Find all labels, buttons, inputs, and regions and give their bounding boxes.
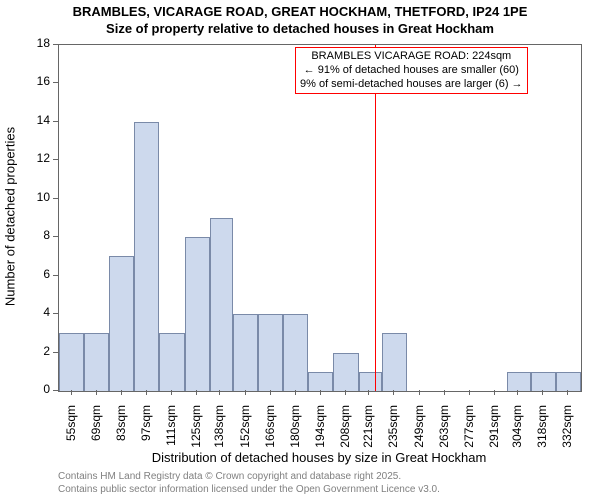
xtick-label: 152sqm [238,405,252,465]
xtick-label: 304sqm [510,405,524,465]
histogram-bar [258,314,283,391]
chart-container: BRAMBLES, VICARAGE ROAD, GREAT HOCKHAM, … [0,0,600,500]
ytick-label: 4 [20,305,50,319]
xtick-mark [196,390,197,395]
histogram-bar [333,353,358,391]
histogram-bar [308,372,333,391]
xtick-label: 111sqm [164,405,178,465]
xtick-label: 221sqm [361,405,375,465]
histogram-bar [59,333,84,391]
chart-footer: Contains HM Land Registry data © Crown c… [58,470,440,496]
xtick-label: 263sqm [437,405,451,465]
histogram-bar [382,333,407,391]
xtick-mark [320,390,321,395]
histogram-bar [507,372,530,391]
ytick-label: 12 [20,151,50,165]
xtick-mark [171,390,172,395]
ytick-mark [53,198,58,199]
xtick-label: 55sqm [64,405,78,465]
xtick-label: 83sqm [114,405,128,465]
xtick-label: 69sqm [89,405,103,465]
xtick-label: 235sqm [386,405,400,465]
histogram-bar [283,314,308,391]
annotation-box: BRAMBLES VICARAGE ROAD: 224sqm← 91% of d… [295,47,528,94]
xtick-label: 166sqm [263,405,277,465]
title-line2: Size of property relative to detached ho… [0,21,600,38]
xtick-label: 194sqm [313,405,327,465]
ytick-mark [53,313,58,314]
y-axis-label: Number of detached properties [3,127,18,307]
xtick-mark [345,390,346,395]
xtick-mark [295,390,296,395]
title-line1: BRAMBLES, VICARAGE ROAD, GREAT HOCKHAM, … [0,4,600,21]
histogram-bar [210,218,233,391]
xtick-mark [517,390,518,395]
annotation-line: BRAMBLES VICARAGE ROAD: 224sqm [300,50,523,64]
chart-title: BRAMBLES, VICARAGE ROAD, GREAT HOCKHAM, … [0,4,600,38]
ytick-mark [53,275,58,276]
ytick-mark [53,82,58,83]
histogram-bar [159,333,184,391]
histogram-bar [185,237,210,391]
xtick-mark [469,390,470,395]
ytick-label: 10 [20,190,50,204]
xtick-mark [219,390,220,395]
xtick-mark [542,390,543,395]
histogram-bar [359,372,382,391]
ytick-label: 18 [20,36,50,50]
footer-line1: Contains HM Land Registry data © Crown c… [58,470,440,483]
ytick-mark [53,390,58,391]
ytick-label: 14 [20,113,50,127]
histogram-bar [556,372,581,391]
footer-line2: Contains public sector information licen… [58,483,440,496]
xtick-mark [494,390,495,395]
annotation-line: ← 91% of detached houses are smaller (60… [300,64,523,78]
xtick-label: 125sqm [189,405,203,465]
histogram-bar [233,314,258,391]
annotation-line: 9% of semi-detached houses are larger (6… [300,78,523,92]
xtick-label: 318sqm [535,405,549,465]
ytick-mark [53,44,58,45]
reference-vline [375,45,376,391]
ytick-label: 0 [20,382,50,396]
xtick-mark [96,390,97,395]
xtick-mark [71,390,72,395]
histogram-bar [84,333,109,391]
xtick-mark [245,390,246,395]
xtick-mark [393,390,394,395]
xtick-mark [368,390,369,395]
ytick-mark [53,159,58,160]
xtick-label: 291sqm [487,405,501,465]
histogram-bar [531,372,556,391]
ytick-label: 16 [20,74,50,88]
xtick-label: 208sqm [338,405,352,465]
xtick-mark [444,390,445,395]
xtick-mark [146,390,147,395]
xtick-label: 97sqm [139,405,153,465]
ytick-mark [53,352,58,353]
ytick-label: 6 [20,267,50,281]
xtick-mark [121,390,122,395]
ytick-mark [53,236,58,237]
xtick-mark [419,390,420,395]
xtick-mark [567,390,568,395]
plot-area: BRAMBLES VICARAGE ROAD: 224sqm← 91% of d… [58,44,582,392]
ytick-mark [53,121,58,122]
xtick-label: 332sqm [560,405,574,465]
xtick-label: 180sqm [288,405,302,465]
ytick-label: 2 [20,344,50,358]
ytick-label: 8 [20,228,50,242]
histogram-bar [109,256,134,391]
xtick-label: 277sqm [462,405,476,465]
xtick-mark [270,390,271,395]
histogram-bar [134,122,159,391]
xtick-label: 249sqm [412,405,426,465]
xtick-label: 138sqm [212,405,226,465]
